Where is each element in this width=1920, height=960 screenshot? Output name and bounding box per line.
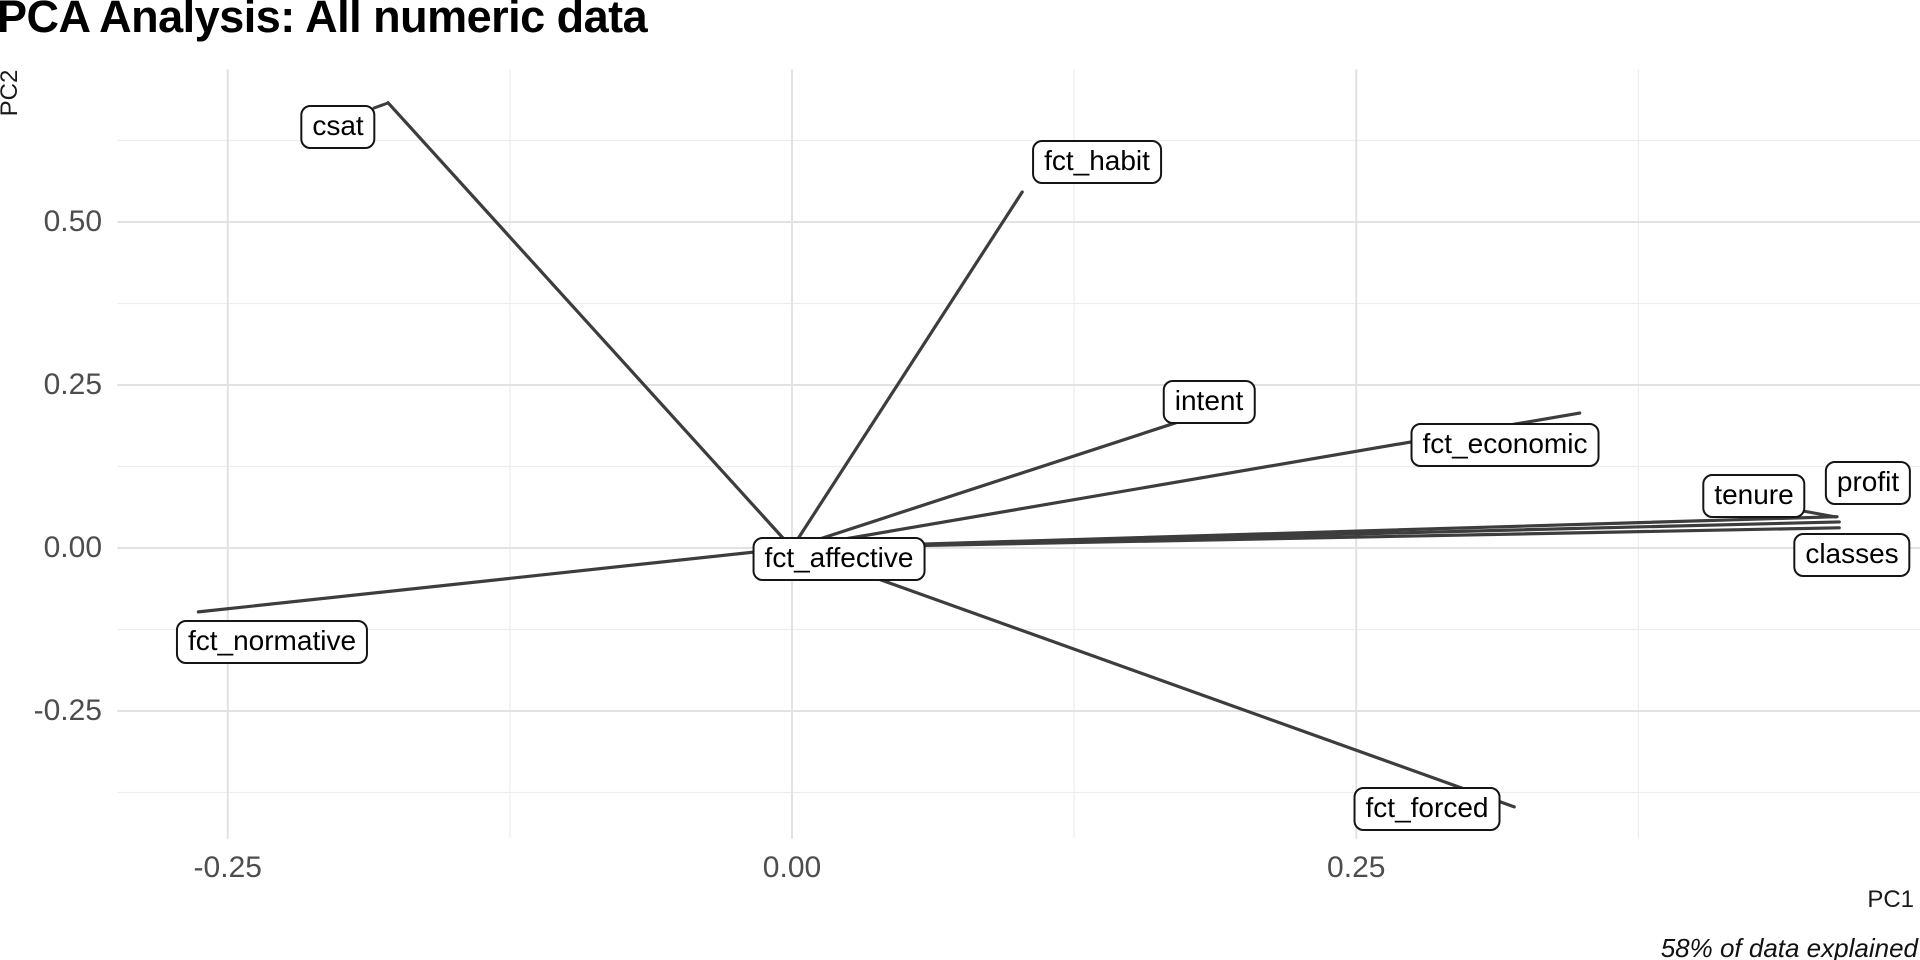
gridlines-minor (117, 69, 1920, 839)
variable-label-tenure: tenure (1702, 474, 1806, 518)
variable-label-fct_habit: fct_habit (1032, 140, 1162, 184)
y-tick-label: 0.00 (43, 531, 102, 564)
x-axis-title: PC1 (1867, 886, 1914, 913)
variable-label-fct_forced: fct_forced (1353, 787, 1501, 831)
y-tick-label: 0.25 (43, 368, 102, 401)
variable-label-csat: csat (300, 105, 376, 149)
variance-explained-caption: 58% of data explained (1660, 933, 1918, 960)
loading-arrow-classes (790, 526, 1841, 550)
variable-label-fct_economic: fct_economic (1410, 423, 1600, 467)
variable-label-classes: classes (1793, 533, 1911, 577)
loading-arrow-fct_forced (790, 546, 1516, 809)
loading-arrow-fct_normative (196, 546, 794, 614)
loading-arrow-csat (386, 101, 794, 550)
connector-tenure (1801, 509, 1838, 519)
variable-label-fct_affective: fct_affective (752, 537, 926, 581)
variable-label-profit: profit (1824, 461, 1912, 505)
chart-title: PCA Analysis: All numeric data (0, 0, 648, 42)
loading-arrow-intent (790, 421, 1178, 550)
x-tick-label: 0.00 (762, 851, 822, 884)
x-tick-label: -0.25 (193, 851, 262, 884)
loading-arrow-fct_habit (790, 190, 1024, 550)
x-tick-label: 0.25 (1327, 851, 1386, 884)
label-connectors (372, 101, 1838, 519)
y-tick-label: 0.50 (43, 205, 102, 238)
variable-label-fct_normative: fct_normative (175, 620, 369, 664)
gridlines-major (117, 69, 1920, 839)
y-tick-label: -0.25 (33, 694, 102, 727)
variable-label-intent: intent (1162, 380, 1256, 424)
connector-csat (372, 101, 390, 110)
